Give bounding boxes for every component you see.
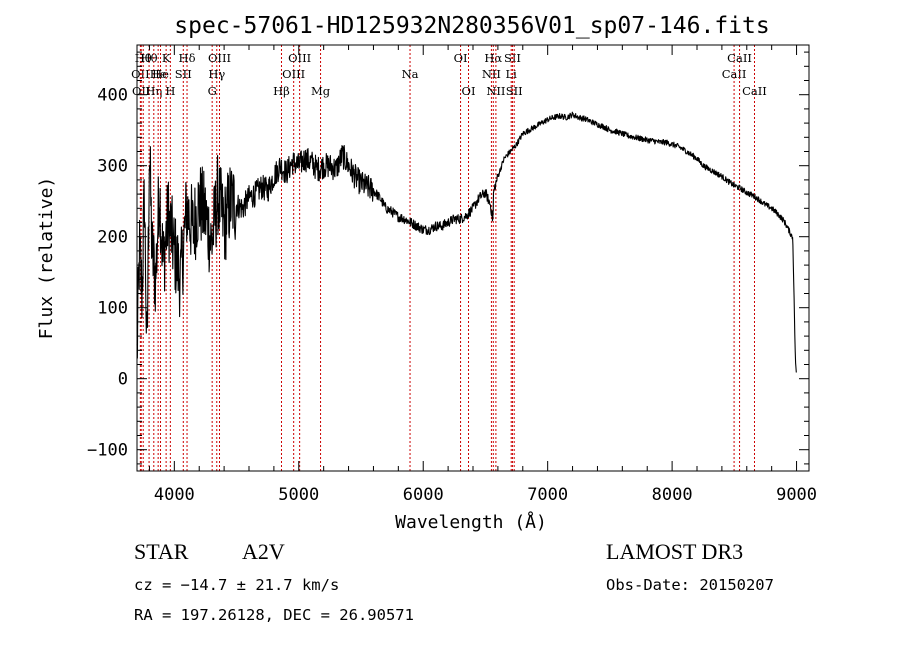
line-marker-label: Hβ bbox=[273, 84, 290, 98]
line-marker-label: Hγ bbox=[208, 67, 225, 81]
line-marker-label: CaII bbox=[722, 67, 747, 81]
line-marker-label: OIII bbox=[288, 51, 311, 65]
line-marker-label: Li bbox=[506, 67, 518, 81]
line-marker-label: Mg bbox=[311, 84, 331, 98]
survey-name: LAMOST DR3 bbox=[606, 539, 743, 564]
plot-area bbox=[136, 111, 797, 373]
x-axis-label: Wavelength (Å) bbox=[395, 511, 547, 533]
line-marker-label: NII bbox=[482, 67, 501, 81]
x-tick-label: 6000 bbox=[403, 485, 444, 505]
y-tick-label: −100 bbox=[87, 441, 128, 461]
plot-frame bbox=[136, 44, 810, 472]
x-tick-label: 7000 bbox=[527, 485, 568, 505]
line-marker-label: CaII bbox=[727, 51, 752, 65]
line-marker-label: SII bbox=[504, 51, 521, 65]
spectrum-line bbox=[136, 111, 797, 373]
line-marker-label: OIII bbox=[282, 67, 305, 81]
x-tick-label: 8000 bbox=[652, 485, 693, 505]
observation-date: Obs-Date: 20150207 bbox=[606, 576, 774, 594]
y-tick-label: 100 bbox=[97, 299, 128, 319]
x-tick-label: 4000 bbox=[154, 485, 195, 505]
axes bbox=[136, 44, 810, 472]
y-tick-label: 400 bbox=[97, 86, 128, 106]
x-tick-label: 9000 bbox=[776, 485, 817, 505]
line-marker-label: H bbox=[165, 84, 175, 98]
line-marker-label: OIII bbox=[208, 51, 231, 65]
y-tick-label: 200 bbox=[97, 228, 128, 248]
y-tick-label: 300 bbox=[97, 157, 128, 177]
line-marker-label: Na bbox=[402, 67, 419, 81]
line-marker-label: Hα bbox=[484, 51, 502, 65]
line-marker-label: G bbox=[208, 84, 217, 98]
line-marker-label: OI bbox=[462, 84, 476, 98]
line-marker-label: Hθ bbox=[141, 51, 158, 65]
redshift-velocity: cz = −14.7 ± 21.7 km/s bbox=[134, 576, 339, 594]
line-marker-label: He bbox=[150, 67, 167, 81]
chart-title: spec-57061-HD125932N280356V01_sp07-146.f… bbox=[174, 13, 769, 39]
y-tick-label: 0 bbox=[118, 370, 128, 390]
line-marker-label: Hθ bbox=[135, 51, 152, 65]
line-marker-label: K bbox=[162, 51, 171, 65]
line-marker-label: CaII bbox=[742, 84, 767, 98]
line-marker-label: NII bbox=[486, 84, 505, 98]
y-axis-label: Flux (relative) bbox=[36, 177, 57, 340]
object-subclass: A2V bbox=[242, 539, 285, 564]
line-marker-label: OI bbox=[454, 51, 468, 65]
line-marker-label: Hδ bbox=[179, 51, 196, 65]
x-axis-ticks: 4000 5000 6000 7000 8000 9000 bbox=[148, 45, 817, 505]
y-axis-ticks: −100 0 100 200 300 400 bbox=[87, 51, 809, 465]
object-class: STAR bbox=[134, 539, 189, 564]
sky-coordinates: RA = 197.26128, DEC = 26.90571 bbox=[134, 606, 414, 624]
line-marker-label: SII bbox=[175, 67, 192, 81]
x-tick-label: 5000 bbox=[278, 485, 319, 505]
line-marker-label: SII bbox=[506, 84, 523, 98]
line-markers: OIIOIIHθHθHηHeHeKHSIIHδGHγOIIIHβOIIIOIII… bbox=[131, 45, 767, 471]
line-marker-label: He bbox=[152, 67, 169, 81]
line-marker-label: Hη bbox=[145, 84, 162, 98]
line-marker-label: OII bbox=[131, 67, 150, 81]
